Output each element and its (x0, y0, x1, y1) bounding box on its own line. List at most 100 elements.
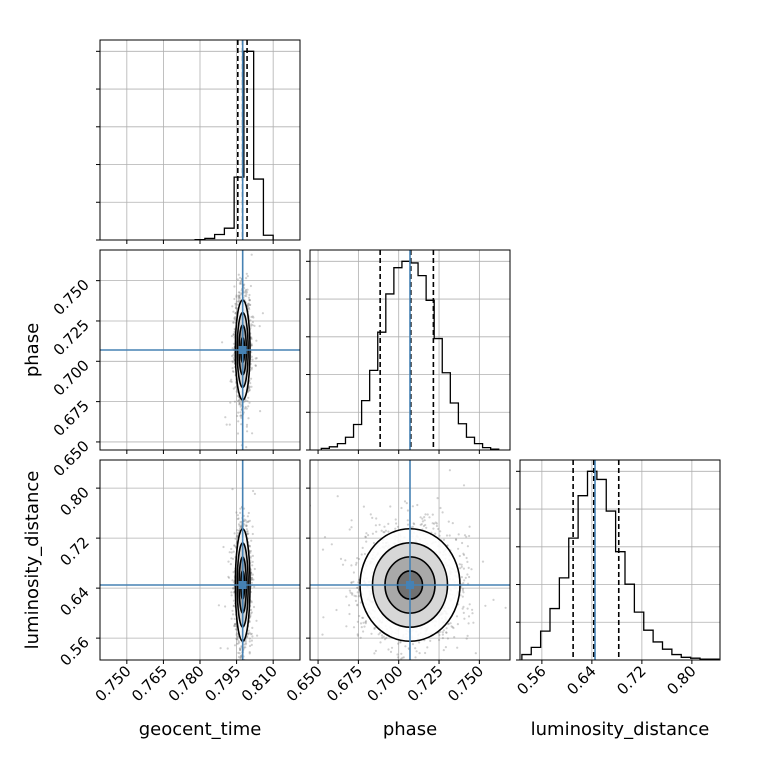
sample-point (237, 411, 240, 414)
sample-point (233, 604, 236, 607)
sample-point (250, 368, 253, 371)
sample-point (248, 308, 251, 311)
sample-point (429, 639, 432, 643)
sample-point (463, 579, 466, 582)
sample-point (236, 432, 240, 435)
sample-point (231, 361, 234, 364)
sample-point (261, 312, 264, 315)
sample-point (232, 342, 235, 345)
sample-point (471, 612, 474, 615)
sample-point (248, 388, 251, 391)
sample-point (229, 401, 232, 404)
sample-point (420, 523, 423, 526)
sample-point (247, 296, 250, 299)
sample-point (389, 650, 393, 654)
sample-point (237, 662, 239, 664)
sample-point (245, 524, 248, 527)
sample-point (233, 532, 236, 535)
x-tick-label: 0.810 (238, 662, 281, 705)
sample-point (236, 531, 240, 535)
sample-point (465, 535, 468, 538)
sample-point (237, 296, 240, 299)
sample-point (233, 644, 237, 647)
sample-point (248, 544, 251, 547)
sample-point (237, 297, 240, 300)
sample-point (243, 643, 246, 646)
sample-point (356, 603, 359, 606)
sample-point (239, 511, 242, 514)
sample-point (238, 527, 242, 530)
sample-point (455, 538, 458, 541)
sample-point (217, 604, 220, 607)
sample-point (403, 500, 407, 503)
sample-point (247, 511, 250, 515)
sample-point (239, 507, 242, 510)
sample-point (238, 652, 241, 655)
sample-point (238, 401, 242, 404)
sample-point (350, 581, 353, 584)
sample-point (248, 303, 251, 307)
sample-point (246, 275, 249, 278)
sample-point (253, 324, 256, 327)
sample-point (390, 646, 394, 649)
sample-point (231, 360, 234, 363)
sample-point (362, 616, 365, 620)
sample-point (250, 344, 254, 347)
sample-point (246, 515, 249, 518)
sample-point (250, 675, 252, 677)
sample-point (375, 517, 378, 520)
sample-point (356, 620, 359, 623)
sample-point (250, 632, 253, 635)
sample-point (247, 405, 250, 408)
sample-point (248, 453, 250, 455)
sample-point (236, 394, 239, 397)
sample-point (456, 646, 459, 649)
sample-point (357, 687, 359, 689)
sample-point (249, 382, 252, 385)
panel-geocent_time-vs-luminosity_distance: 0.560.640.720.800.7500.7650.7800.7950.81… (56, 453, 301, 705)
sample-point (251, 324, 254, 327)
sample-point (359, 636, 362, 639)
sample-point (224, 416, 227, 419)
sample-point (484, 604, 487, 607)
truth-marker (238, 346, 247, 354)
sample-point (250, 355, 253, 358)
sample-point (238, 296, 241, 299)
sample-point (248, 386, 251, 389)
sample-point (229, 563, 232, 566)
sample-point (251, 315, 254, 318)
sample-point (373, 627, 376, 631)
sample-point (250, 608, 253, 612)
sample-point (235, 637, 238, 640)
sample-point (247, 520, 250, 523)
sample-point (239, 405, 242, 408)
sample-point (248, 631, 251, 634)
sample-point (249, 555, 252, 558)
sample-point (237, 399, 240, 402)
sample-point (436, 497, 439, 500)
sample-point (248, 298, 251, 301)
sample-point (246, 530, 249, 533)
sample-point (471, 608, 474, 611)
sample-point (441, 511, 444, 514)
sample-point (238, 647, 241, 650)
sample-point (232, 587, 235, 590)
sample-point (235, 632, 238, 635)
sample-point (460, 563, 463, 566)
sample-point (240, 416, 243, 419)
sample-point (243, 518, 246, 521)
sample-point (335, 608, 338, 612)
sample-point (237, 273, 240, 276)
sample-point (246, 533, 249, 536)
sample-point (230, 335, 233, 338)
sample-point (354, 563, 358, 566)
sample-point (233, 316, 236, 319)
sample-point (267, 570, 269, 572)
sample-point (419, 516, 422, 519)
sample-point (439, 695, 441, 697)
sample-point (232, 321, 235, 324)
sample-point (244, 399, 247, 402)
sample-point (228, 551, 231, 554)
sample-point (233, 623, 236, 626)
sample-point (238, 294, 241, 297)
